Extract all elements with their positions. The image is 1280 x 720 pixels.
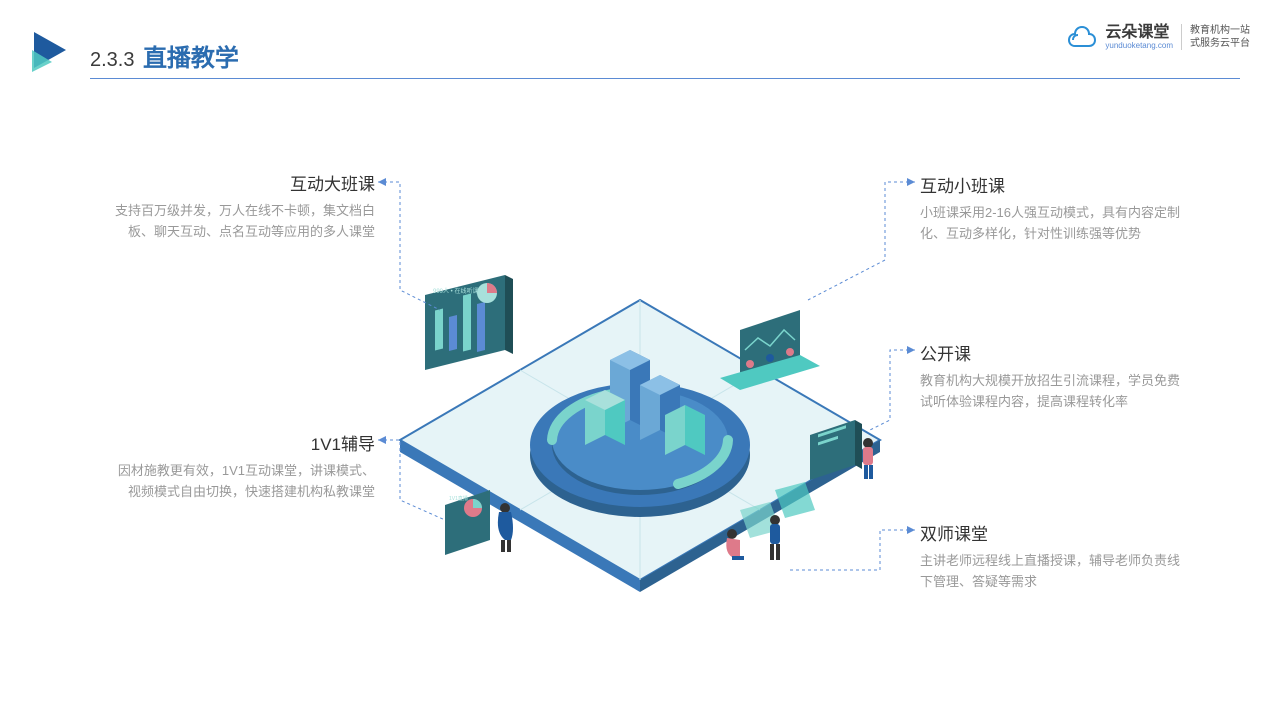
section-title: 直播教学 — [143, 45, 239, 72]
connector-lines — [0, 120, 1280, 720]
logo-divider — [1181, 24, 1182, 50]
diagram-stage: 999人 • 在线听课 — [0, 120, 1280, 720]
cloud-icon — [1067, 26, 1097, 48]
header-underline — [90, 78, 1240, 79]
section-number: 2.3.3 — [90, 49, 134, 71]
brand-name: 云朵课堂 — [1105, 24, 1173, 42]
header-triangle-icon — [28, 28, 72, 72]
brand-logo-block: 云朵课堂 yunduoketang.com 教育机构一站 式服务云平台 — [1067, 24, 1250, 50]
brand-url: yunduoketang.com — [1105, 42, 1173, 51]
brand-tagline: 教育机构一站 式服务云平台 — [1190, 24, 1250, 50]
